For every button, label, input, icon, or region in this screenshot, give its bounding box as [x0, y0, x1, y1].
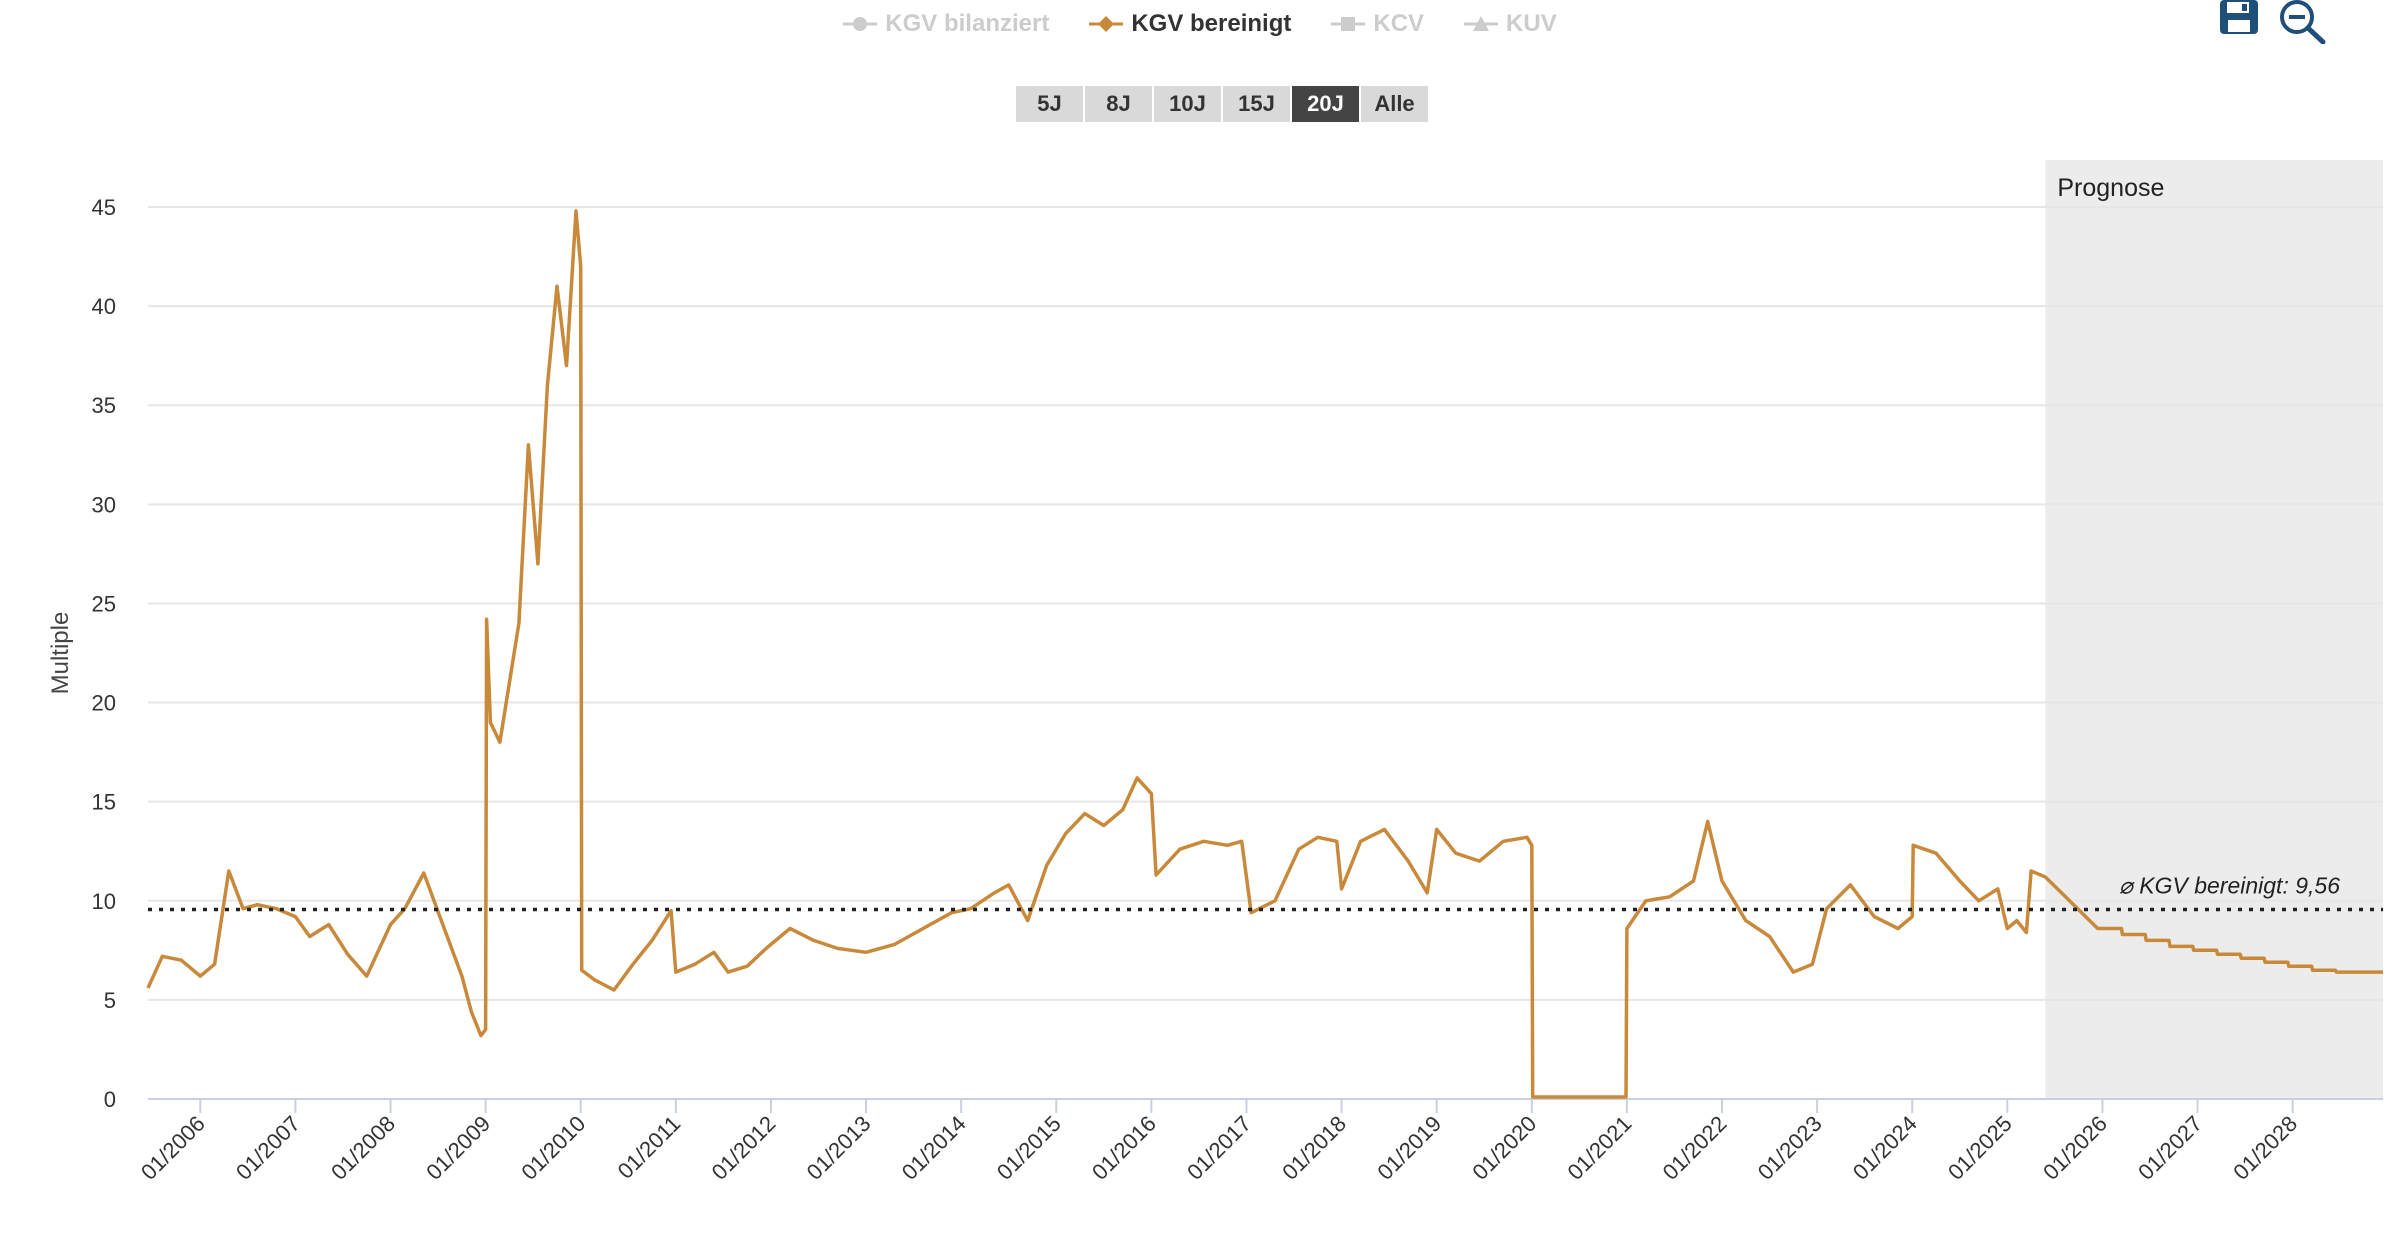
zoom-out-icon[interactable] [2278, 0, 2326, 44]
legend-label: KUV [1506, 10, 1557, 37]
range-button-8j[interactable]: 8J [1085, 86, 1152, 122]
y-tick-label: 20 [92, 691, 116, 716]
range-button-alle[interactable]: Alle [1361, 86, 1428, 122]
y-tick-label: 5 [104, 988, 116, 1013]
range-button-20j[interactable]: 20J [1292, 86, 1359, 122]
chart-legend: KGV bilanziert KGV bereinigt KCV KUV [0, 10, 2400, 38]
legend-label: KGV bilanziert [885, 10, 1050, 37]
grid-lines [148, 206, 2383, 1001]
x-tick-label: 01/2014 [897, 1111, 971, 1185]
y-tick-label: 0 [104, 1087, 116, 1112]
range-button-15j[interactable]: 15J [1223, 86, 1290, 122]
chart-toolbar [2216, 0, 2326, 44]
x-tick-label: 01/2028 [2228, 1111, 2302, 1185]
forecast-band [2045, 160, 2383, 1099]
x-tick-label: 01/2008 [326, 1111, 400, 1185]
y-axis: 0 5 10 15 20 25 30 35 40 45 [92, 195, 116, 1112]
x-tick-label: 01/2020 [1467, 1111, 1541, 1185]
circle-marker-icon [843, 17, 878, 31]
y-tick-label: 10 [92, 889, 116, 914]
y-axis-title: Multiple [47, 612, 74, 695]
y-tick-label: 35 [92, 393, 116, 418]
x-tick-label: 01/2010 [516, 1111, 590, 1185]
x-tick-label: 01/2024 [1848, 1111, 1922, 1185]
x-tick-label: 01/2017 [1182, 1111, 1256, 1185]
legend-item-kgv-bereinigt[interactable]: KGV bereinigt [1089, 10, 1291, 38]
x-tick-label: 01/2011 [613, 1111, 686, 1184]
x-tick-label: 01/2018 [1277, 1111, 1351, 1185]
series-line-kgv-bereinigt [146, 209, 2383, 1099]
y-tick-label: 40 [92, 294, 116, 319]
save-icon[interactable] [2216, 0, 2264, 44]
legend-label: KCV [1373, 10, 1425, 37]
average-label: ⌀ KGV bereinigt: 9,56 [2119, 872, 2340, 898]
x-tick-label: 01/2009 [421, 1111, 495, 1185]
x-tick-label: 01/2012 [707, 1111, 781, 1185]
x-tick-label: 01/2016 [1087, 1111, 1161, 1185]
range-selector: 5J 8J 10J 15J 20J Alle [1016, 86, 1428, 122]
diamond-marker-icon [1089, 16, 1124, 32]
square-marker-icon [1331, 17, 1366, 31]
forecast-label: Prognose [2057, 174, 2164, 202]
range-button-10j[interactable]: 10J [1154, 86, 1221, 122]
x-tick-label: 01/2023 [1753, 1111, 1827, 1185]
y-tick-label: 15 [92, 790, 116, 815]
range-button-5j[interactable]: 5J [1016, 86, 1083, 122]
x-tick-label: 01/2006 [136, 1111, 210, 1185]
x-tick-label: 01/2007 [231, 1111, 305, 1185]
legend-label: KGV bereinigt [1131, 10, 1292, 37]
y-tick-label: 45 [92, 195, 116, 220]
legend-item-kcv[interactable]: KCV [1331, 10, 1424, 38]
x-axis: 01/2006 01/2007 01/2008 01/2009 01/2010 01/20… [136, 1099, 2302, 1185]
x-tick-label: 01/2027 [2133, 1111, 2207, 1185]
triangle-marker-icon [1464, 16, 1499, 31]
average-label-background [2096, 867, 2346, 900]
x-tick-label: 01/2015 [992, 1111, 1066, 1185]
x-tick-label: 01/2021 [1563, 1111, 1637, 1185]
y-tick-label: 30 [92, 492, 116, 517]
x-tick-label: 01/2013 [802, 1111, 876, 1185]
x-tick-label: 01/2019 [1372, 1111, 1446, 1185]
legend-item-kgv-bilanziert[interactable]: KGV bilanziert [843, 10, 1049, 38]
x-tick-label: 01/2025 [1943, 1111, 2017, 1185]
legend-item-kuv[interactable]: KUV [1464, 10, 1557, 38]
x-tick-label: 01/2026 [2038, 1111, 2112, 1185]
series-group [146, 209, 2383, 1099]
x-tick-label: 01/2022 [1658, 1111, 1732, 1185]
y-tick-label: 25 [92, 591, 116, 616]
